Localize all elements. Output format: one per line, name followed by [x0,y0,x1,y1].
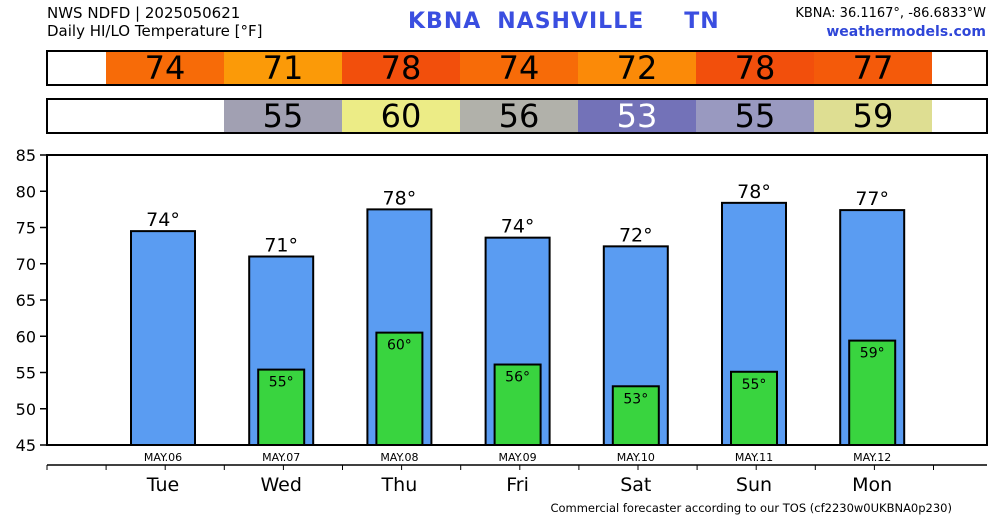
day-tick-label: Sun [736,474,772,496]
y-tick-label: 70 [16,255,36,274]
date-tick-label: MAY.07 [262,451,300,464]
date-tick-label: MAY.12 [853,451,891,464]
low-bar [848,339,897,447]
y-tick-label: 50 [16,400,36,419]
model-run-label: NWS NDFD | 2025050621 [47,4,241,22]
high-bar-label: 71° [264,235,298,257]
day-tick-label: Thu [381,474,418,496]
low-bar [611,385,660,446]
hi-cell: 78 [342,52,460,85]
footer-note: Commercial forecaster according to our T… [550,501,952,515]
y-tick-label: 45 [16,436,36,455]
high-bar-label: 77° [855,188,889,210]
lo-cell [106,100,224,132]
product-label: Daily HI/LO Temperature [°F] [47,22,263,40]
station-state: TN [684,9,720,34]
y-tick-label: 55 [16,364,36,383]
day-tick-label: Wed [260,474,301,496]
header-left: NWS NDFD | 2025050621 Daily HI/LO Temper… [47,4,263,40]
hi-cell: 74 [106,52,224,85]
hi-cell: 72 [578,52,696,85]
high-bar [130,230,196,446]
header-right: KBNA: 36.1167°, -86.6833°W weathermodels… [795,5,986,41]
day-tick-label: Fri [506,474,529,496]
lo-cell: 55 [224,100,342,133]
high-bar-label: 78° [737,181,771,203]
high-bar-label: 74° [146,209,180,231]
station-id: KBNA [408,9,482,34]
y-tick-label: 60 [16,327,36,346]
date-tick-label: MAY.11 [735,451,773,464]
station-title: KBNA NASHVILLE TN [408,9,720,34]
station-city: NASHVILLE [497,9,645,34]
high-temp-strip: 74 71 78 74 72 78 77 [46,50,988,86]
lo-cell: 55 [696,100,814,133]
day-tick-label: Tue [146,474,179,496]
y-tick-label: 65 [16,291,36,310]
low-bar-label: 60° [387,338,412,354]
low-bar-label: 55° [269,375,294,391]
low-bar-label: 56° [505,370,530,386]
hi-cell: 71 [224,52,342,85]
lo-cell: 60 [342,100,460,133]
lo-cell: 53 [578,100,696,133]
y-tick-label: 75 [16,219,36,238]
hi-cell: 78 [696,52,814,85]
lo-cell: 59 [814,100,932,133]
y-tick-label: 80 [16,182,36,201]
hi-cell: 77 [814,52,932,85]
low-bar-label: 55° [742,377,767,393]
high-bar-label: 78° [383,187,417,209]
hi-cell: 74 [460,52,578,85]
station-coords: KBNA: 36.1167°, -86.6833°W [795,6,986,21]
date-tick-label: MAY.10 [617,451,655,464]
high-bar-label: 74° [501,216,535,238]
low-temp-strip: 55 60 56 53 55 59 [46,98,988,134]
y-tick-label: 85 [16,146,36,165]
low-bar [257,368,306,447]
date-tick-label: MAY.06 [144,451,182,464]
low-bar [493,363,542,446]
lo-cell: 56 [460,100,578,133]
site-link[interactable]: weathermodels.com [826,24,986,40]
low-bar-label: 53° [623,391,648,407]
day-tick-label: Mon [852,474,892,496]
date-tick-label: MAY.08 [380,451,418,464]
day-tick-label: Sat [620,474,651,496]
low-bar-label: 59° [860,346,885,362]
high-bar-label: 72° [619,224,653,246]
date-tick-label: MAY.09 [499,451,537,464]
